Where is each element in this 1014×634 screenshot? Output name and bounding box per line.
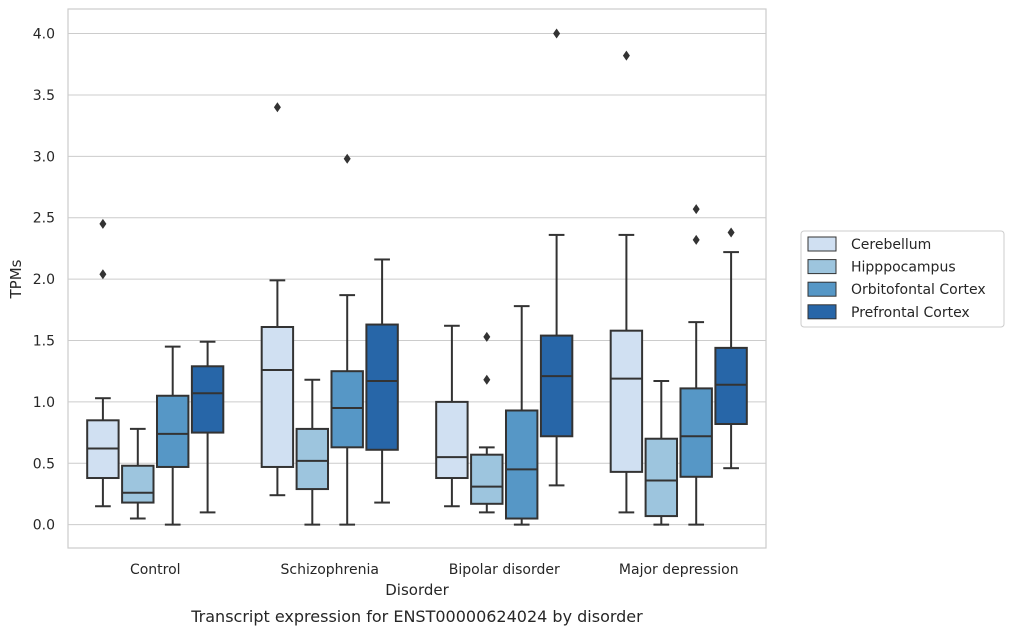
category-group xyxy=(260,102,399,526)
box xyxy=(365,258,399,504)
outlier-point xyxy=(483,374,491,385)
box xyxy=(86,218,120,508)
box-body xyxy=(644,437,679,518)
legend-frame xyxy=(800,230,1005,328)
y-tick-label: 4.0 xyxy=(33,27,55,43)
legend-swatch xyxy=(807,304,837,320)
box xyxy=(644,380,679,526)
outlier-point xyxy=(553,28,561,39)
y-tick-label: 0.0 xyxy=(33,518,55,534)
box-body xyxy=(470,453,504,505)
legend-label: Cerebellum xyxy=(851,237,931,253)
x-tick-label: Major depression xyxy=(619,562,739,578)
legend-label: Hipppocampus xyxy=(851,260,956,276)
box-body xyxy=(504,409,539,520)
box xyxy=(609,50,644,514)
box-body xyxy=(260,325,295,468)
legend: Cerebellum Hipppocampus Orbitofontal Corte… xyxy=(800,230,1005,328)
y-tick-label: 2.0 xyxy=(33,272,55,288)
box-body xyxy=(714,346,748,425)
outlier-point xyxy=(692,234,700,245)
x-tick-label: Schizophrenia xyxy=(281,562,379,578)
y-tick-label: 2.5 xyxy=(33,211,55,227)
category-group xyxy=(435,28,574,526)
box xyxy=(714,227,748,470)
box xyxy=(504,305,539,526)
outlier-point xyxy=(692,204,700,215)
box-body xyxy=(121,464,155,504)
y-tick-label: 3.0 xyxy=(33,149,55,165)
box-groups xyxy=(86,28,748,526)
outlier-point xyxy=(483,331,491,342)
box xyxy=(121,427,155,520)
x-tick-label: Control xyxy=(130,562,181,578)
y-axis-label: TPMs xyxy=(7,259,25,299)
box-body xyxy=(330,370,364,449)
box xyxy=(679,204,713,526)
plot-frame xyxy=(67,8,767,549)
box xyxy=(260,102,295,497)
category-group xyxy=(86,218,225,526)
outlier-point xyxy=(727,227,735,238)
box xyxy=(295,378,330,526)
box-body xyxy=(365,323,399,451)
box-body xyxy=(435,400,469,480)
y-tick-label: 1.0 xyxy=(33,395,55,411)
y-tick-label: 3.5 xyxy=(33,88,55,104)
legend-swatch xyxy=(807,281,837,297)
box-body xyxy=(155,394,190,468)
box-body xyxy=(609,329,644,473)
outlier-point xyxy=(273,102,281,113)
y-tick-label: 0.5 xyxy=(33,456,55,472)
box xyxy=(470,331,504,514)
box-body xyxy=(539,334,574,438)
legend-label: Prefrontal Cortex xyxy=(851,305,970,321)
box-body xyxy=(295,427,330,491)
legend-label: Orbitofontal Cortex xyxy=(851,282,986,298)
legend-swatch xyxy=(807,236,837,252)
x-axis-label: Disorder xyxy=(385,581,449,599)
box-body xyxy=(190,365,225,434)
box xyxy=(330,153,364,526)
box xyxy=(155,345,190,526)
legend-swatch xyxy=(807,259,837,275)
outlier-point xyxy=(99,218,107,229)
x-tick-labels: Control Schizophrenia Bipolar disorder Majo… xyxy=(130,562,739,578)
y-tick-label: 1.5 xyxy=(33,334,55,350)
box xyxy=(190,340,225,514)
y-tick-labels: 0.0 0.5 1.0 1.5 2.0 2.5 3.0 3.5 4.0 xyxy=(33,27,55,534)
chart-caption: Transcript expression for ENST0000062402… xyxy=(190,607,643,626)
box-body xyxy=(679,387,713,478)
outlier-point xyxy=(622,50,630,61)
outlier-point xyxy=(99,269,107,280)
box xyxy=(539,28,574,487)
x-tick-label: Bipolar disorder xyxy=(449,562,560,578)
category-group xyxy=(609,50,748,526)
box xyxy=(435,324,469,508)
outlier-point xyxy=(343,153,351,164)
